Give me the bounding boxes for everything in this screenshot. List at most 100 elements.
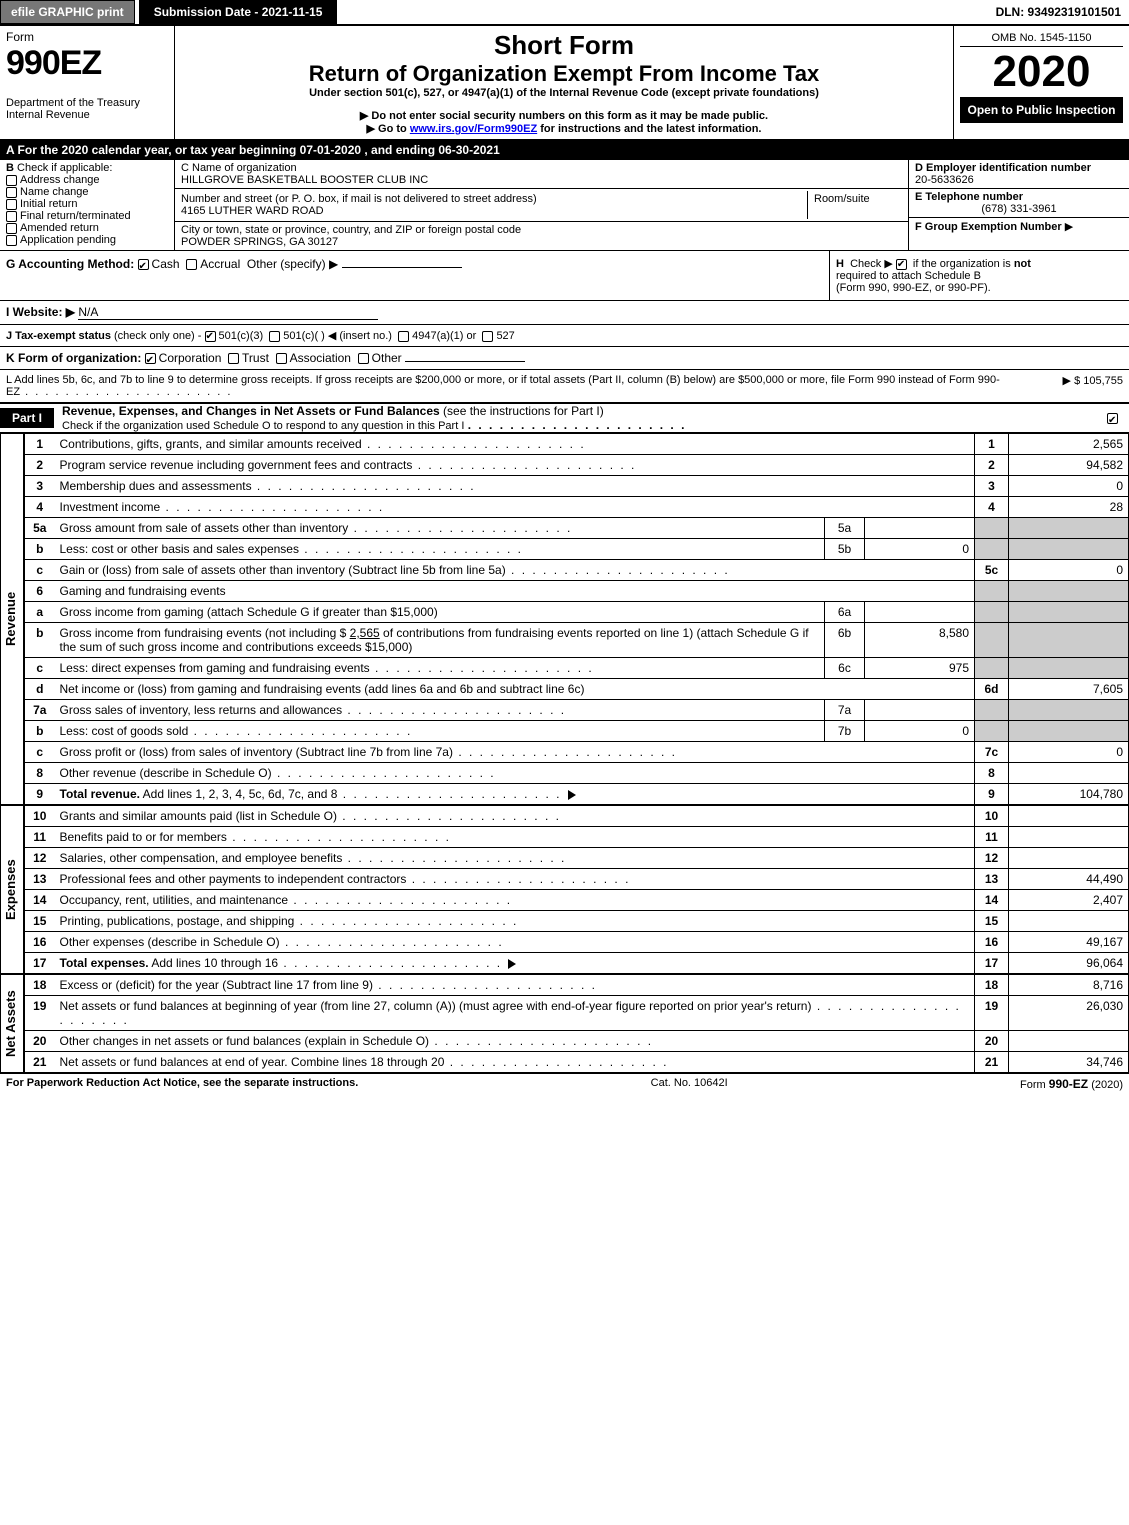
e-label: E Telephone number [915, 191, 1023, 203]
h-label: H [836, 258, 844, 270]
j-note: (check only one) - [114, 330, 201, 342]
h-text4: (Form 990, 990-EZ, or 990-PF). [836, 282, 991, 294]
chk-initial-return[interactable] [6, 199, 17, 210]
ein-value: 20-5633626 [915, 174, 974, 186]
omb-number: OMB No. 1545-1150 [960, 30, 1123, 47]
phone-value: (678) 331-3961 [915, 203, 1123, 215]
info-block-bcd: B Check if applicable: Address change Na… [0, 160, 1129, 251]
chk-schedule-o-part1[interactable] [1107, 413, 1118, 424]
line-10: 10Grants and similar amounts paid (list … [25, 806, 1129, 827]
arrow-icon [568, 790, 576, 800]
line-14: 14Occupancy, rent, utilities, and mainte… [25, 890, 1129, 911]
lbl-501c: 501(c)( ) ◀ (insert no.) [283, 330, 392, 342]
cat-no: Cat. No. 10642I [651, 1077, 728, 1091]
tax-year: 2020 [960, 47, 1123, 97]
line-6b: b Gross income from fundraising events (… [25, 623, 1129, 658]
subtitle: Under section 501(c), 527, or 4947(a)(1)… [181, 87, 947, 99]
chk-501c3[interactable] [205, 331, 216, 342]
line-5a: 5a Gross amount from sale of assets othe… [25, 518, 1129, 539]
line-17: 17 Total expenses. Add lines 10 through … [25, 953, 1129, 974]
part-i-title: Revenue, Expenses, and Changes in Net As… [62, 404, 440, 418]
lbl-4947: 4947(a)(1) or [412, 330, 476, 342]
h-not: not [1014, 258, 1031, 270]
lbl-cash: Cash [152, 257, 180, 271]
city-label: City or town, state or province, country… [181, 224, 521, 236]
other-specify-input[interactable] [342, 267, 462, 268]
dept-treasury: Department of the Treasury [6, 97, 168, 109]
line-17-rest: Add lines 10 through 16 [151, 956, 502, 970]
part-i-header: Part I Revenue, Expenses, and Changes in… [0, 403, 1129, 433]
dept-irs: Internal Revenue [6, 109, 168, 121]
dln-label: DLN: 93492319101501 [988, 1, 1129, 23]
line-12: 12Salaries, other compensation, and empl… [25, 848, 1129, 869]
line-9-bold: Total revenue. [60, 787, 140, 801]
chk-accrual[interactable] [186, 259, 197, 270]
revenue-side-label: Revenue [0, 433, 24, 805]
chk-cash[interactable] [138, 259, 149, 270]
chk-association[interactable] [276, 353, 287, 364]
form-word: Form [6, 30, 168, 44]
efile-print-button[interactable]: efile GRAPHIC print [0, 0, 135, 24]
short-form-title: Short Form [181, 30, 947, 61]
chk-527[interactable] [482, 331, 493, 342]
l-text: L Add lines 5b, 6c, and 7b to line 9 to … [6, 374, 1013, 398]
h-text2: if the organization is [913, 258, 1011, 270]
chk-name-change[interactable] [6, 187, 17, 198]
submission-date-button[interactable]: Submission Date - 2021-11-15 [139, 0, 338, 24]
part-i-tab: Part I [0, 408, 54, 428]
ssn-warning: ▶ Do not enter social security numbers o… [181, 109, 947, 122]
chk-4947[interactable] [398, 331, 409, 342]
h-check-text: Check ▶ [850, 258, 893, 270]
chk-corporation[interactable] [145, 353, 156, 364]
line-17-bold: Total expenses. [60, 956, 149, 970]
part-i-check-note: Check if the organization used Schedule … [62, 420, 464, 432]
line-5b: b Less: cost or other basis and sales ex… [25, 539, 1129, 560]
lbl-accrual: Accrual [200, 257, 240, 271]
line-5c: c Gain or (loss) from sale of assets oth… [25, 560, 1129, 581]
goto-line: ▶ Go to www.irs.gov/Form990EZ for instru… [181, 122, 947, 135]
lbl-association: Association [290, 351, 351, 365]
lbl-corporation: Corporation [159, 351, 222, 365]
chk-amended-return[interactable] [6, 223, 17, 234]
chk-final-return[interactable] [6, 211, 17, 222]
line-6c: c Less: direct expenses from gaming and … [25, 658, 1129, 679]
chk-address-change[interactable] [6, 175, 17, 186]
line-11: 11Benefits paid to or for members 11 [25, 827, 1129, 848]
line-6b-d1: Gross income from fundraising events (no… [60, 626, 350, 640]
c-label: C Name of organization [181, 162, 297, 174]
chk-other-org[interactable] [358, 353, 369, 364]
lbl-name-change: Name change [20, 186, 89, 198]
h-text3: required to attach Schedule B [836, 270, 981, 282]
top-bar: efile GRAPHIC print Submission Date - 20… [0, 0, 1129, 25]
chk-501c[interactable] [269, 331, 280, 342]
line-7a: 7a Gross sales of inventory, less return… [25, 700, 1129, 721]
line-19: 19Net assets or fund balances at beginni… [25, 996, 1129, 1031]
irs-link[interactable]: www.irs.gov/Form990EZ [410, 123, 537, 135]
chk-trust[interactable] [228, 353, 239, 364]
line-6d: d Net income or (loss) from gaming and f… [25, 679, 1129, 700]
lbl-other-org: Other [372, 351, 402, 365]
lbl-501c3: 501(c)(3) [219, 330, 264, 342]
line-8: 8 Other revenue (describe in Schedule O)… [25, 763, 1129, 784]
other-org-input[interactable] [405, 361, 525, 362]
g-label: G Accounting Method: [6, 257, 134, 271]
lbl-initial-return: Initial return [20, 198, 77, 210]
line-7c: c Gross profit or (loss) from sales of i… [25, 742, 1129, 763]
return-title: Return of Organization Exempt From Incom… [181, 61, 947, 87]
net-assets-section: Net Assets 18Excess or (deficit) for the… [0, 974, 1129, 1073]
form-footer-id: Form 990-EZ (2020) [1020, 1077, 1123, 1091]
chk-application-pending[interactable] [6, 235, 17, 246]
goto-post: for instructions and the latest informat… [540, 123, 761, 135]
chk-h[interactable] [896, 259, 907, 270]
i-label: I Website: ▶ [6, 305, 75, 319]
line-16: 16Other expenses (describe in Schedule O… [25, 932, 1129, 953]
f-arrow: ▶ [1065, 221, 1073, 233]
website-value: N/A [78, 305, 378, 320]
open-to-public: Open to Public Inspection [960, 97, 1123, 123]
l-value: ▶ $ 105,755 [1013, 374, 1123, 398]
line-3: 3 Membership dues and assessments 3 0 [25, 476, 1129, 497]
lbl-address-change: Address change [20, 174, 100, 186]
line-4: 4 Investment income 4 28 [25, 497, 1129, 518]
part-i-title-note: (see the instructions for Part I) [443, 404, 604, 418]
street-label: Number and street (or P. O. box, if mail… [181, 193, 537, 205]
